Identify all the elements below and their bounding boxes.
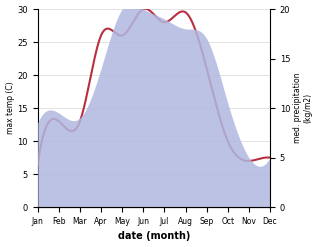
- Y-axis label: med. precipitation
(kg/m2): med. precipitation (kg/m2): [293, 73, 313, 143]
- Y-axis label: max temp (C): max temp (C): [5, 82, 15, 134]
- X-axis label: date (month): date (month): [118, 231, 190, 242]
